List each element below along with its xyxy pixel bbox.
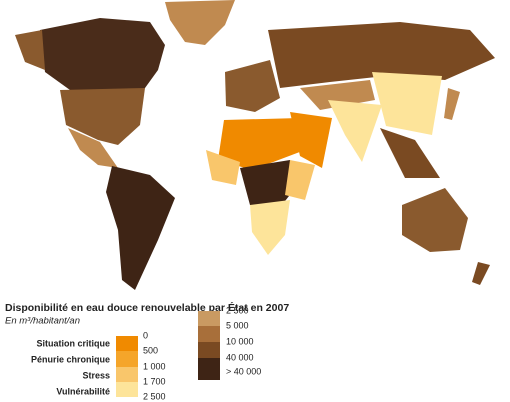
legend: Situation critique Pénurie chronique Stres… — [31, 305, 261, 401]
map-title: Disponibilité en eau douce renouvelable … — [5, 301, 289, 314]
legend-threshold: 1 700 — [143, 376, 166, 386]
swatch — [116, 336, 138, 351]
australia — [402, 188, 468, 252]
legend-threshold: 40 000 — [226, 352, 254, 362]
swatch — [198, 326, 220, 342]
swatch — [198, 311, 220, 326]
south-america — [106, 166, 175, 290]
greenland — [165, 0, 235, 45]
legend-threshold: 2 500 — [143, 391, 166, 401]
swatch — [116, 382, 138, 397]
legend-threshold: > 40 000 — [226, 366, 261, 376]
map-subtitle: En m³/habitant/an — [5, 316, 80, 327]
swatch — [198, 358, 220, 380]
world-map — [15, 0, 495, 290]
legend-threshold: 500 — [143, 345, 158, 355]
mexico — [68, 128, 118, 168]
legend-category: Vulnérabilité — [56, 386, 110, 396]
se-asia — [380, 128, 440, 178]
legend-threshold: 5 000 — [226, 320, 249, 330]
usa — [60, 88, 145, 145]
legend-threshold: 2 500 — [226, 305, 249, 315]
europe — [225, 60, 280, 112]
swatch — [116, 367, 138, 382]
swatch — [116, 351, 138, 367]
legend-threshold: 0 — [143, 330, 148, 340]
india — [328, 100, 382, 162]
legend-category: Pénurie chronique — [31, 354, 110, 364]
swatch — [198, 342, 220, 358]
central-africa — [240, 160, 300, 210]
legend-category: Stress — [82, 370, 110, 380]
russia — [268, 22, 495, 88]
north-africa — [218, 118, 305, 170]
legend-category: Situation critique — [36, 338, 110, 348]
alaska — [15, 30, 45, 70]
central-asia — [300, 80, 375, 110]
east-africa — [285, 160, 315, 200]
west-africa — [206, 150, 240, 185]
legend-threshold: 10 000 — [226, 336, 254, 346]
canada — [40, 18, 165, 95]
china — [372, 72, 442, 135]
new-zealand — [472, 262, 490, 285]
south-africa — [250, 200, 290, 255]
middle-east — [290, 112, 332, 168]
legend-threshold: 1 000 — [143, 361, 166, 371]
japan — [444, 88, 460, 120]
